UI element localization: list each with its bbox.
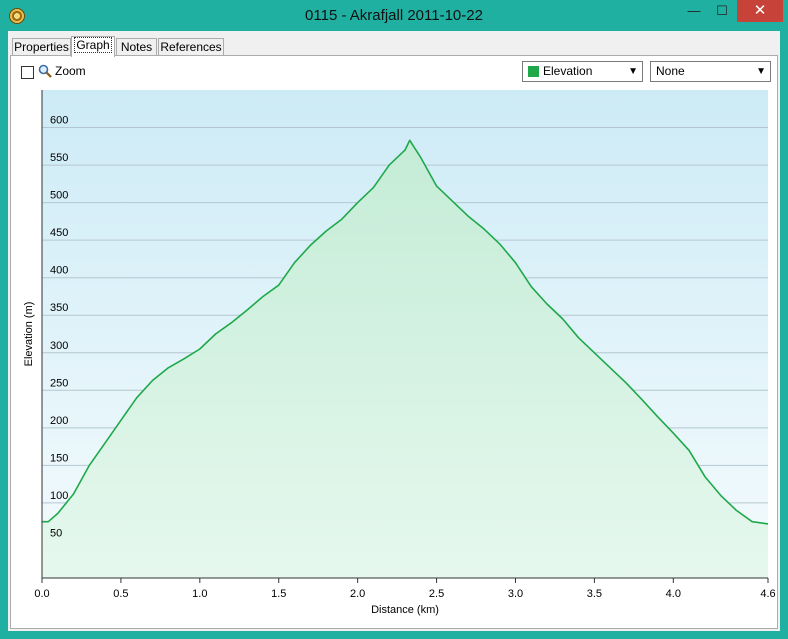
graph-panel: Zoom Elevation ▼ None ▼: [10, 55, 778, 629]
y-tick-label: 600: [50, 115, 68, 127]
window-title: 0115 - Akrafjall 2011-10-22: [305, 7, 483, 24]
y-tick-label: 450: [50, 227, 68, 239]
x-tick-label: 2.0: [350, 588, 365, 600]
y-axis-select[interactable]: Elevation ▼: [522, 61, 643, 82]
y-tick-labels: 50 100 150 200 250 300 350 400 450 500 550 600: [50, 115, 68, 540]
x-tick-label: 3.0: [508, 588, 523, 600]
tab-references[interactable]: References: [158, 38, 224, 56]
chevron-down-icon: ▼: [756, 66, 766, 77]
gps-app-icon[interactable]: [9, 8, 25, 24]
y-tick-label: 500: [50, 190, 68, 202]
x-tick-label: 1.0: [192, 588, 207, 600]
axes: [41, 90, 769, 583]
magnifier-icon: [38, 64, 52, 78]
x-tick-label: 4.0: [666, 588, 681, 600]
x-tick-label: 2.5: [429, 588, 444, 600]
x-tick-label: 0.0: [34, 588, 49, 600]
y-axis-select-value: Elevation: [543, 64, 593, 78]
x-tick-label: 4.6: [760, 588, 775, 600]
y2-axis-select-value: None: [656, 64, 685, 78]
tab-properties[interactable]: Properties: [12, 38, 71, 56]
minimize-button[interactable]: —: [687, 3, 701, 18]
x-tick-label: 0.5: [113, 588, 128, 600]
y-tick-label: 100: [50, 490, 68, 502]
elevation-line: [42, 139, 769, 525]
tab-graph[interactable]: Graph: [71, 36, 115, 57]
elevation-area: [42, 140, 768, 579]
y-tick-label: 350: [50, 302, 68, 314]
x-tick-labels: 0.0 0.5 1.0 1.5 2.0 2.5 3.0 3.5 4.0 4.6: [34, 588, 775, 600]
y-tick-label: 250: [50, 377, 68, 389]
y-axis-label: Elevation (m): [23, 302, 35, 367]
elevation-chart[interactable]: 0.0 0.5 1.0 1.5 2.0 2.5 3.0 3.5 4.0 4.6 50 100 150 2…: [11, 56, 777, 628]
tab-notes[interactable]: Notes: [116, 38, 157, 56]
y-tick-label: 400: [50, 265, 68, 277]
y-tick-label: 550: [50, 152, 68, 164]
y2-axis-select[interactable]: None ▼: [650, 61, 771, 82]
y-tick-label: 200: [50, 415, 68, 427]
elevation-swatch: [528, 66, 539, 77]
zoom-checkbox[interactable]: [21, 66, 34, 79]
y-tick-label: 150: [50, 452, 68, 464]
maximize-button[interactable]: ☐: [716, 3, 728, 18]
client-area: Properties Graph Notes References Zoom E…: [8, 31, 780, 631]
y-tick-label: 50: [50, 527, 62, 539]
zoom-label: Zoom: [55, 64, 86, 78]
y-tick-label: 300: [50, 340, 68, 352]
x-axis-label: Distance (km): [371, 604, 439, 616]
title-bar[interactable]: 0115 - Akrafjall 2011-10-22 — ☐ ✕: [0, 0, 788, 31]
x-tick-label: 3.5: [587, 588, 602, 600]
close-button[interactable]: ✕: [737, 0, 783, 22]
x-tick-label: 1.5: [271, 588, 286, 600]
chevron-down-icon: ▼: [628, 66, 638, 77]
